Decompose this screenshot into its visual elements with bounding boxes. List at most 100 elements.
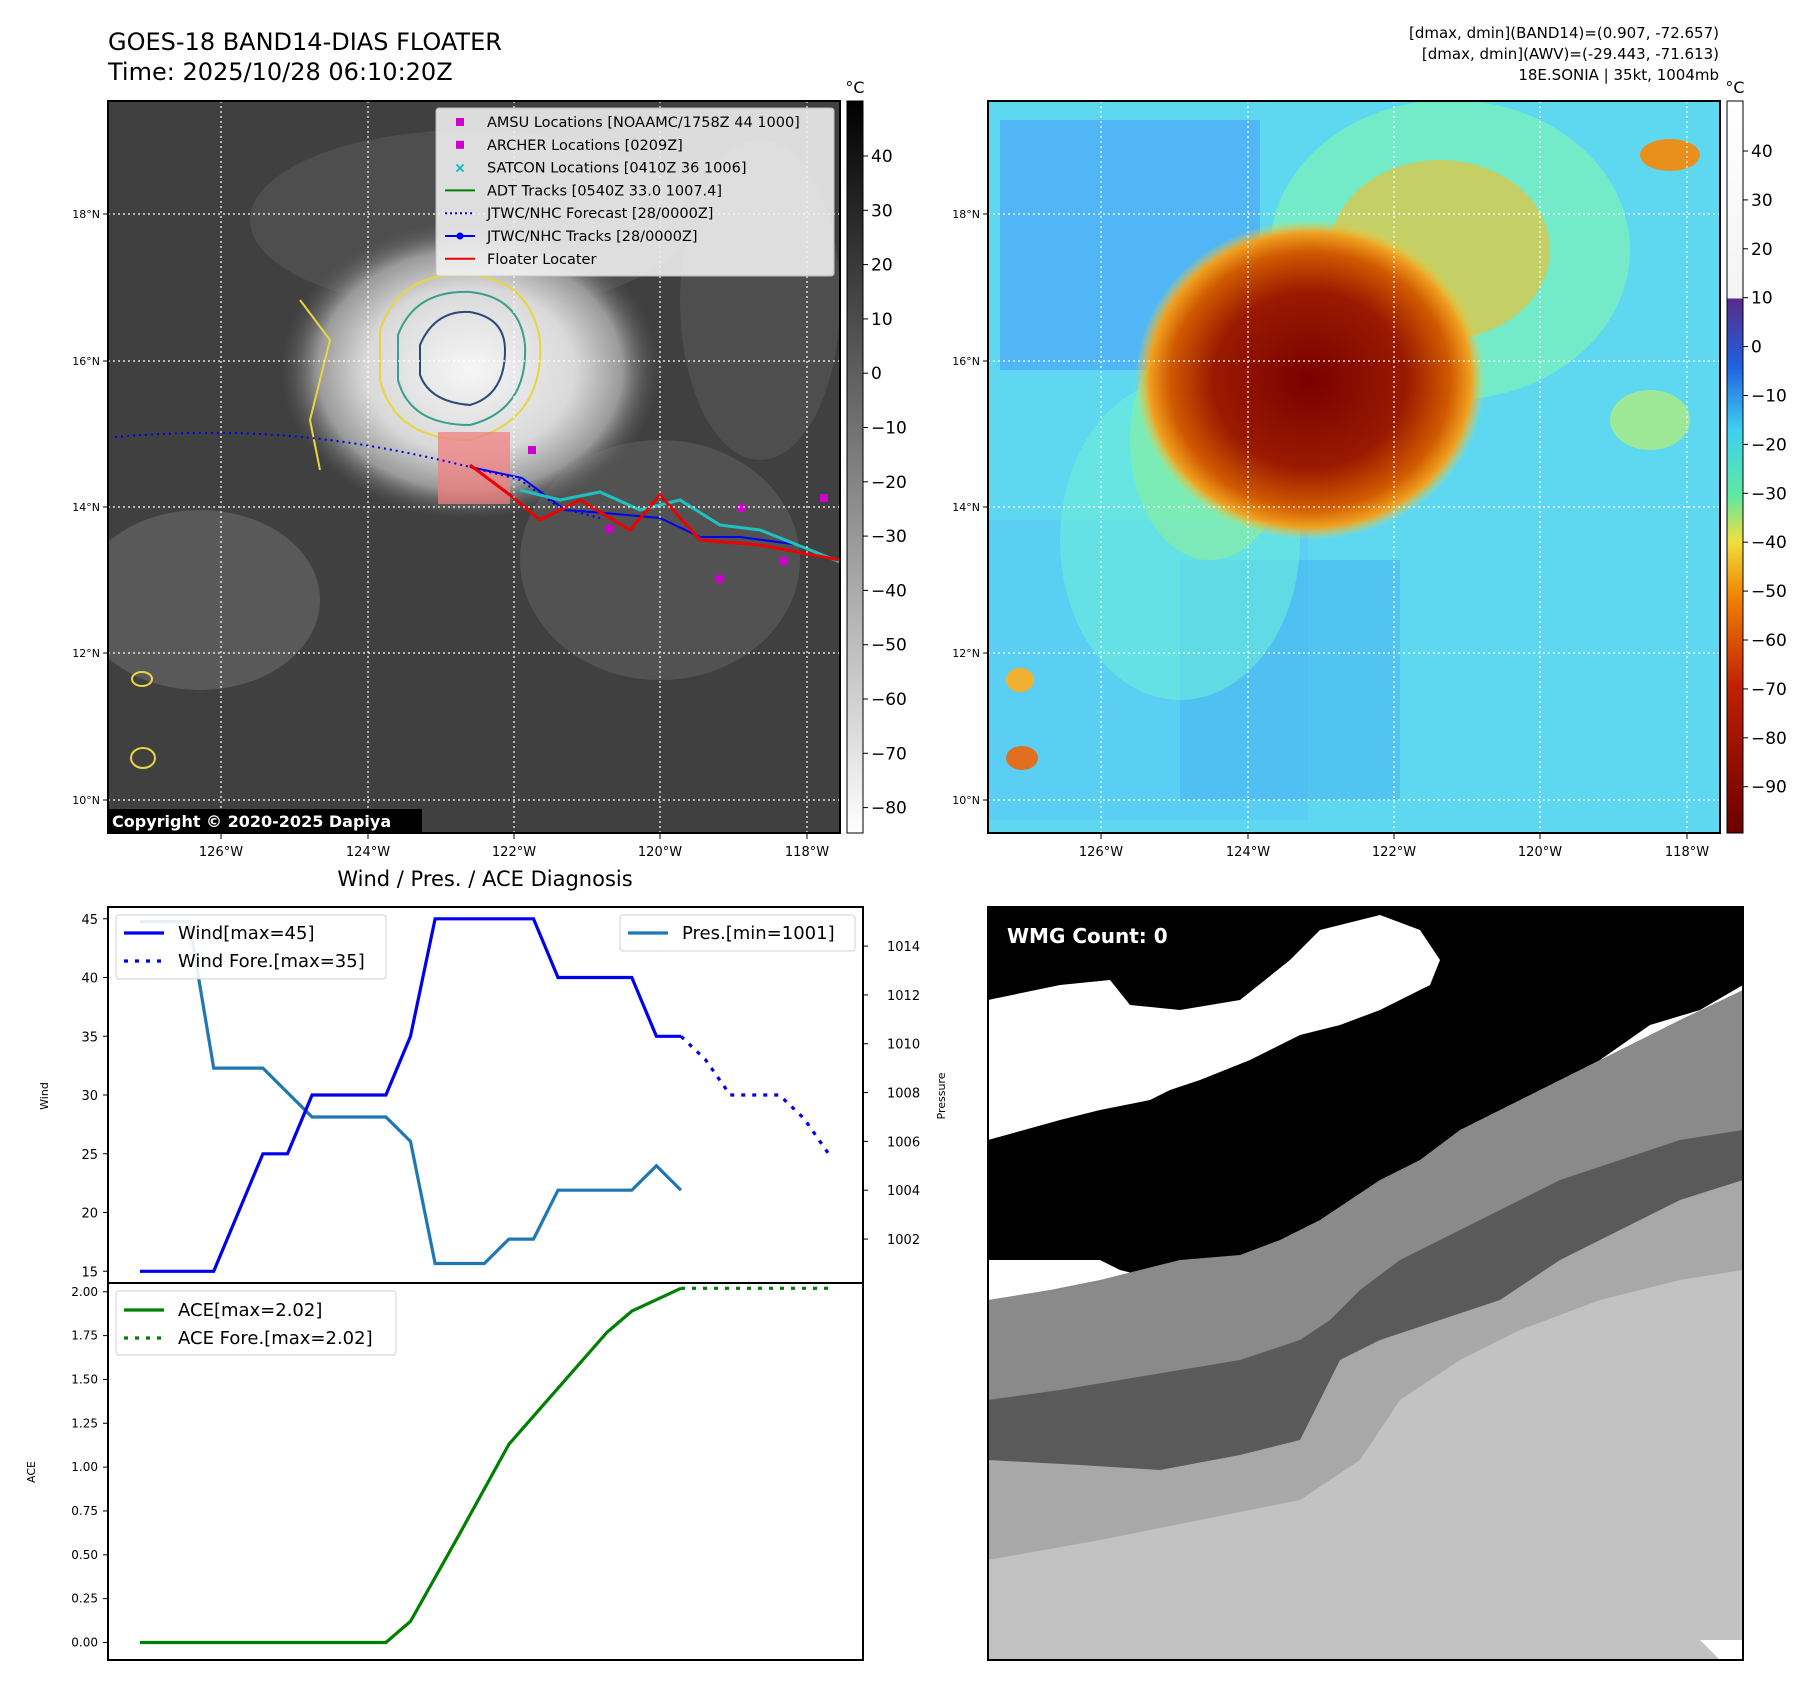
legend-label: Wind Fore.[max=35] bbox=[178, 951, 365, 972]
info-storm: 18E.SONIA | 35kt, 1004mb bbox=[1518, 66, 1719, 84]
pressure-axis-label: Pressure bbox=[935, 1072, 948, 1119]
ir-lat-label: 10°N bbox=[72, 794, 100, 807]
ir-colorbar-tick-label: 0 bbox=[871, 364, 882, 384]
legend-label: JTWC/NHC Forecast [28/0000Z] bbox=[486, 206, 713, 222]
awv-lat-labels: 18°N 16°N 14°N 12°N 10°N bbox=[952, 208, 988, 807]
ir-colorbar-tick-label: −80 bbox=[871, 799, 907, 819]
legend-label: SATCON Locations [0410Z 36 1006] bbox=[487, 161, 746, 177]
wind-tick-label: 25 bbox=[81, 1148, 98, 1163]
awv-colorbar-tick-label: −70 bbox=[1751, 680, 1787, 700]
ir-colorbar-tick-label: −70 bbox=[871, 744, 907, 764]
awv-colorbar-tick-label: −20 bbox=[1751, 435, 1787, 455]
awv-lon-labels: 126°W 124°W 122°W 120°W 118°W bbox=[1079, 833, 1709, 860]
legend-label: JTWC/NHC Tracks [28/0000Z] bbox=[486, 229, 698, 245]
wind-tick-label: 40 bbox=[81, 972, 98, 987]
wind-legend: Wind[max=45] Wind Fore.[max=35] bbox=[115, 914, 387, 980]
ir-colorbar-tick-label: −20 bbox=[871, 473, 907, 493]
ace-tick-label: 1.00 bbox=[71, 1460, 98, 1474]
pressure-tick-label: 1014 bbox=[887, 940, 920, 955]
legend-label: Wind[max=45] bbox=[178, 923, 315, 944]
ir-lat-label: 16°N bbox=[72, 355, 100, 368]
wind-tick-label: 45 bbox=[81, 913, 98, 928]
ir-colorbar-tick-label: 20 bbox=[871, 256, 893, 276]
wind-forecast-series-line bbox=[679, 1035, 830, 1155]
ir-lat-label: 14°N bbox=[72, 501, 100, 514]
legend-label: AMSU Locations [NOAAMC/1758Z 44 1000] bbox=[487, 115, 800, 131]
awv-colorbar-tick-label: −40 bbox=[1751, 533, 1787, 553]
pressure-legend: Pres.[min=1001] bbox=[619, 914, 856, 952]
ir-lon-labels: 126°W 124°W 122°W 120°W 118°W bbox=[199, 833, 829, 860]
wind-tick-label: 30 bbox=[81, 1089, 98, 1104]
legend-label: ACE[max=2.02] bbox=[178, 1300, 322, 1321]
ir-lat-label: 12°N bbox=[72, 647, 100, 660]
awv-colorbar-tick-label: 0 bbox=[1751, 338, 1762, 358]
pressure-tick-label: 1004 bbox=[887, 1184, 920, 1199]
wind-tick-label: 35 bbox=[81, 1030, 98, 1045]
awv-lon-label: 126°W bbox=[1079, 845, 1123, 860]
ir-colorbar-tick-label: −40 bbox=[871, 581, 907, 601]
ace-chart: ACE 0.00 0.25 0.50 0.75 1.00 1.25 1.50 1.75 2.00… bbox=[25, 1282, 864, 1661]
ace-tick-label: 0.75 bbox=[71, 1504, 98, 1518]
legend-label: ARCHER Locations [0209Z] bbox=[487, 138, 683, 154]
awv-colorbar-tick-label: −10 bbox=[1751, 387, 1787, 407]
ace-tick-label: 0.25 bbox=[71, 1592, 98, 1606]
ace-tick-label: 1.75 bbox=[71, 1329, 98, 1343]
ace-tick-label: 0.50 bbox=[71, 1548, 98, 1562]
ir-colorbar-tick-label: −30 bbox=[871, 527, 907, 547]
wind-series-line bbox=[140, 917, 681, 1273]
pressure-tick-label: 1006 bbox=[887, 1135, 920, 1150]
awv-lat-label: 10°N bbox=[952, 794, 980, 807]
ir-lat-label: 18°N bbox=[72, 208, 100, 221]
ir-colorbar-tick-label: 30 bbox=[871, 201, 893, 221]
ir-colorbar-tick-label: 10 bbox=[871, 310, 893, 330]
info-band14: [dmax, dmin](BAND14)=(0.907, -72.657) bbox=[1409, 24, 1719, 42]
awv-map-panel bbox=[987, 100, 1721, 834]
ace-tick-label: 0.00 bbox=[71, 1635, 98, 1649]
ir-colorbar-tick-label: −10 bbox=[871, 419, 907, 439]
ace-tick-label: 1.50 bbox=[71, 1372, 98, 1386]
ir-colorbar-tick-label: 40 bbox=[871, 147, 893, 167]
copyright-label: Copyright © 2020-2025 Dapiya bbox=[112, 812, 391, 831]
chart-title: Wind / Pres. / ACE Diagnosis bbox=[337, 867, 632, 891]
ir-lat-labels: 18°N 16°N 14°N 12°N 10°N bbox=[72, 208, 108, 807]
legend-marker-x: × bbox=[454, 161, 466, 177]
awv-lon-label: 124°W bbox=[1226, 845, 1270, 860]
legend-label: Pres.[min=1001] bbox=[682, 923, 835, 944]
figure-time: Time: 2025/10/28 06:10:20Z bbox=[107, 58, 453, 86]
awv-colorbar: °C 40 30 20 10 0 −10 −20 −30 −40 −50 −60 −70 −80 −90 bbox=[1725, 78, 1787, 834]
pressure-tick-label: 1010 bbox=[887, 1038, 920, 1053]
awv-lat-label: 14°N bbox=[952, 501, 980, 514]
awv-lon-label: 118°W bbox=[1665, 845, 1709, 860]
awv-colorbar-tick-label: 40 bbox=[1751, 142, 1773, 162]
ace-series-line bbox=[140, 1286, 682, 1645]
ir-lon-label: 118°W bbox=[785, 845, 829, 860]
pressure-tick-label: 1002 bbox=[887, 1233, 920, 1248]
awv-lat-label: 16°N bbox=[952, 355, 980, 368]
ir-colorbar: °C 40 30 20 10 0 −10 −20 −30 −40 −50 −60 −70 −80 bbox=[845, 78, 907, 834]
ir-lon-label: 122°W bbox=[492, 845, 536, 860]
info-awv: [dmax, dmin](AWV)=(-29.443, -71.613) bbox=[1422, 45, 1719, 63]
wmg-count-label: WMG Count: 0 bbox=[1007, 924, 1168, 948]
awv-colorbar-tick-label: −50 bbox=[1751, 582, 1787, 602]
legend-marker-dot bbox=[456, 232, 464, 240]
legend-label: Floater Locater bbox=[487, 252, 596, 268]
ir-colorbar-tick-label: −60 bbox=[871, 690, 907, 710]
awv-colorbar-tick-label: −30 bbox=[1751, 484, 1787, 504]
wind-pressure-chart: Wind / Pres. / ACE Diagnosis Wind Pressu… bbox=[38, 867, 948, 1284]
awv-lat-label: 18°N bbox=[952, 208, 980, 221]
ace-tick-label: 2.00 bbox=[71, 1285, 98, 1299]
awv-colorbar-tick-label: −90 bbox=[1751, 778, 1787, 798]
ir-map-panel: Copyright © 2020-2025 Dapiya AMSU Locati… bbox=[107, 100, 841, 834]
pressure-tick-label: 1012 bbox=[887, 989, 920, 1004]
pressure-tick-label: 1008 bbox=[887, 1087, 920, 1102]
ir-colorbar-tick-label: −50 bbox=[871, 636, 907, 656]
ace-axis-label: ACE bbox=[25, 1461, 38, 1483]
legend-label: ADT Tracks [0540Z 33.0 1007.4] bbox=[487, 183, 722, 199]
legend-label: ACE Fore.[max=2.02] bbox=[178, 1328, 373, 1349]
awv-colorbar-tick-label: 10 bbox=[1751, 289, 1773, 309]
wind-axis-label: Wind bbox=[38, 1082, 51, 1110]
ace-tick-label: 1.25 bbox=[71, 1416, 98, 1430]
legend-marker-square bbox=[456, 118, 464, 126]
awv-colorbar-tick-label: 30 bbox=[1751, 191, 1773, 211]
